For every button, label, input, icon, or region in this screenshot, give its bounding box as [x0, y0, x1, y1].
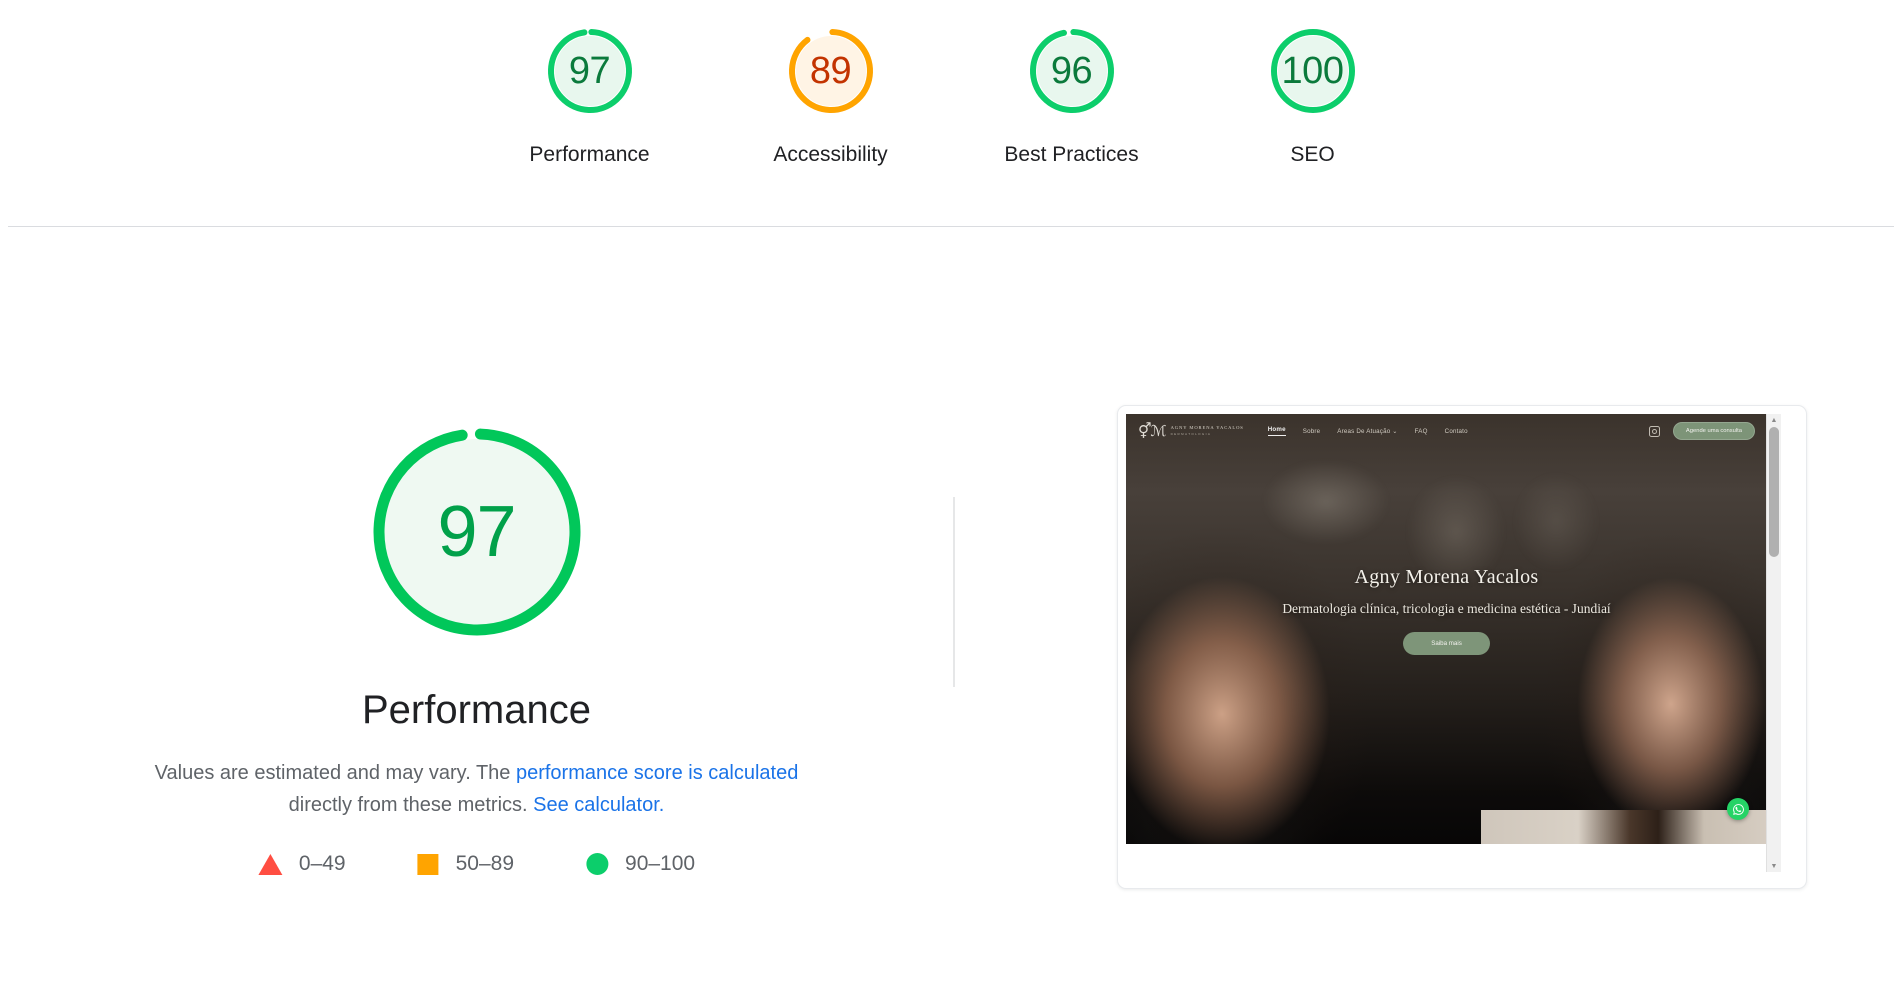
hero-backdrop-blur	[1126, 462, 1767, 662]
triangle-icon	[257, 853, 282, 875]
score-gauge-seo[interactable]: 100 SEO	[1192, 22, 1433, 167]
performance-detail-section: 97 Performance Values are estimated and …	[0, 227, 1902, 996]
detail-title: Performance	[362, 688, 591, 732]
square-icon	[417, 853, 439, 875]
description-text-part1: Values are estimated and may vary. The	[154, 762, 516, 784]
description-text-part2: directly from these metrics.	[288, 794, 534, 817]
gauge-label-seo: SEO	[1290, 143, 1335, 166]
screenshot-scrollbar[interactable]: ▲ ▼	[1766, 414, 1781, 872]
nav-item-home[interactable]: Home	[1267, 426, 1286, 436]
nav-item-contato[interactable]: Contato	[1444, 427, 1468, 435]
navbar-right-group: Agende uma consulta	[1648, 422, 1755, 440]
score-summary-row: 97 Performance 89 Accessibility 96	[0, 22, 1902, 167]
detail-right-column: ⚥ℳ AGNY MORENA YACALOS DERMATOLOGIA Home…	[953, 227, 1902, 996]
scrollbar-thumb[interactable]	[1769, 427, 1779, 557]
hero-foreground-strip	[1481, 810, 1767, 844]
detail-left-column: 97 Performance Values are estimated and …	[0, 227, 953, 996]
instagram-icon[interactable]	[1648, 425, 1660, 437]
score-gauge-accessibility[interactable]: 89 Accessibility	[710, 22, 951, 167]
circle-icon	[586, 853, 609, 875]
gauge-label-best-practices: Best Practices	[1004, 143, 1139, 166]
score-gauge-performance[interactable]: 97 Performance	[469, 22, 710, 167]
nav-item-sobre[interactable]: Sobre	[1302, 427, 1321, 435]
legend-range-fail: 0–49	[298, 852, 346, 875]
logo-name: AGNY MORENA YACALOS	[1170, 425, 1244, 431]
gauge-ring-accessibility: 89	[782, 22, 880, 120]
scroll-up-arrow-icon[interactable]: ▲	[1770, 416, 1778, 424]
gauge-value-seo: 100	[1281, 50, 1344, 92]
logo-subtitle: DERMATOLOGIA	[1170, 431, 1212, 436]
vertical-divider	[953, 497, 955, 687]
legend-range-pass: 90–100	[625, 852, 696, 875]
score-legend: 0–49 50–89 90–100	[257, 852, 695, 876]
legend-range-average: 50–89	[455, 852, 515, 875]
site-logo[interactable]: ⚥ℳ AGNY MORENA YACALOS DERMATOLOGIA	[1138, 422, 1244, 441]
scroll-down-arrow-icon[interactable]: ▼	[1770, 862, 1778, 870]
captured-website: ⚥ℳ AGNY MORENA YACALOS DERMATOLOGIA Home…	[1126, 414, 1767, 844]
gauge-value-best-practices: 96	[1050, 50, 1093, 92]
detail-description: Values are estimated and may vary. The p…	[127, 757, 827, 822]
whatsapp-icon[interactable]	[1727, 798, 1749, 820]
legend-item-fail: 0–49	[257, 852, 346, 876]
site-nav-links: Home Sobre Áreas De Atuação ⌄ FAQ Contat…	[1267, 426, 1468, 436]
logo-monogram-icon: ⚥ℳ	[1138, 423, 1167, 440]
legend-item-average: 50–89	[417, 852, 515, 876]
big-gauge-value: 97	[437, 492, 516, 572]
hero-title: Agny Morena Yacalos	[1354, 566, 1539, 588]
site-navbar: ⚥ℳ AGNY MORENA YACALOS DERMATOLOGIA Home…	[1126, 414, 1767, 448]
summary-divider	[8, 226, 1894, 227]
nav-item-areas-de-atuacao[interactable]: Áreas De Atuação ⌄	[1337, 427, 1398, 435]
see-calculator-link[interactable]: See calculator.	[533, 794, 665, 817]
big-gauge-performance: 97	[355, 410, 599, 654]
nav-item-faq[interactable]: FAQ	[1414, 427, 1428, 435]
hero-learn-more-button[interactable]: Saiba mais	[1403, 632, 1490, 656]
performance-score-calculated-link[interactable]: performance score is calculated	[515, 762, 799, 784]
screenshot-viewport: ⚥ℳ AGNY MORENA YACALOS DERMATOLOGIA Home…	[1126, 414, 1781, 872]
gauge-label-accessibility: Accessibility	[773, 143, 888, 166]
gauge-label-performance: Performance	[529, 143, 650, 166]
hero-subtitle: Dermatologia clínica, tricologia e medic…	[1282, 601, 1611, 616]
schedule-consultation-button[interactable]: Agende uma consulta	[1672, 422, 1755, 440]
gauge-value-performance: 97	[568, 50, 611, 92]
score-gauge-best-practices[interactable]: 96 Best Practices	[951, 22, 1192, 167]
site-screenshot-card[interactable]: ⚥ℳ AGNY MORENA YACALOS DERMATOLOGIA Home…	[1117, 405, 1807, 889]
gauge-ring-performance: 97	[541, 22, 639, 120]
legend-item-pass: 90–100	[586, 852, 695, 876]
gauge-value-accessibility: 89	[809, 50, 852, 92]
gauge-ring-best-practices: 96	[1023, 22, 1121, 120]
gauge-ring-seo: 100	[1264, 22, 1362, 120]
hero-content: Agny Morena Yacalos Dermatologia clínica…	[1126, 566, 1767, 656]
score-summary-strip: 97 Performance 89 Accessibility 96	[0, 0, 1902, 227]
hero-background-image	[1126, 414, 1767, 844]
